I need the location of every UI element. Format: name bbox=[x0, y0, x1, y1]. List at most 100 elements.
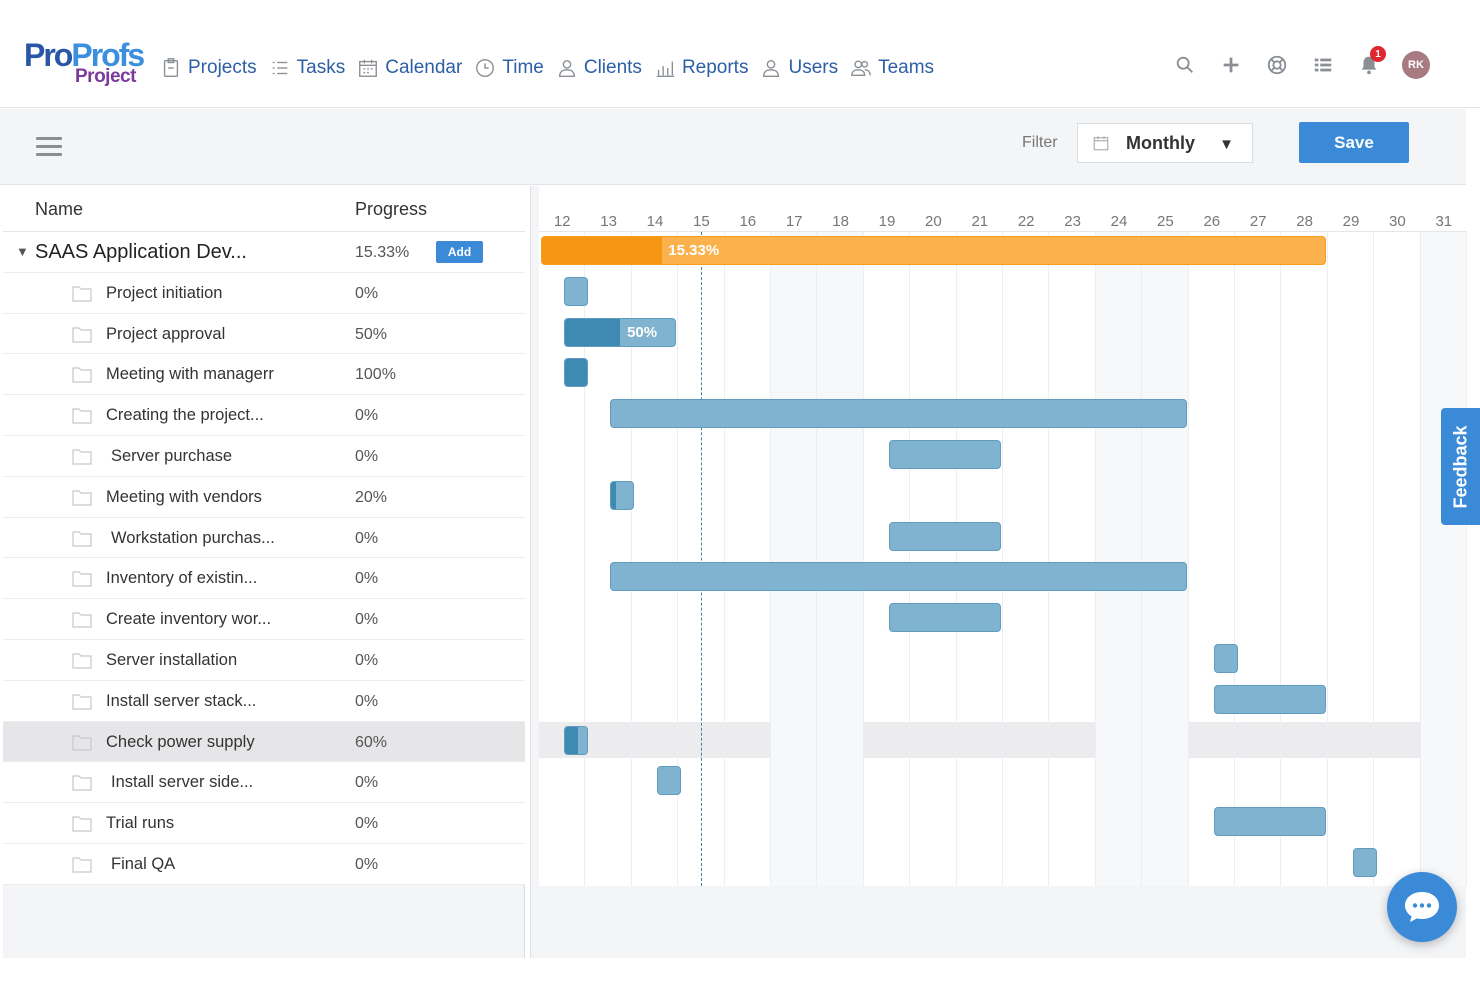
nav-time[interactable]: Time bbox=[474, 57, 544, 79]
nav-tasks[interactable]: Tasks bbox=[269, 57, 346, 79]
task-bar[interactable] bbox=[564, 358, 588, 388]
filter-label: Filter bbox=[1022, 134, 1058, 151]
folder-icon bbox=[72, 286, 92, 302]
task-progress: 0% bbox=[355, 651, 379, 669]
task-bar[interactable] bbox=[656, 766, 681, 796]
task-progress: 0% bbox=[355, 447, 379, 465]
task-row[interactable]: Project initiation 0% bbox=[3, 272, 525, 314]
timeline-body: 15.33% 50% bbox=[539, 232, 1467, 886]
folder-icon bbox=[72, 775, 92, 791]
save-button[interactable]: Save bbox=[1299, 122, 1409, 163]
chat-bubble-icon[interactable] bbox=[1387, 872, 1457, 942]
task-bar[interactable] bbox=[1352, 848, 1377, 877]
folder-icon bbox=[72, 530, 92, 547]
help-icon[interactable] bbox=[1262, 50, 1292, 80]
task-bar[interactable] bbox=[564, 276, 588, 306]
day-label: 27 bbox=[1249, 213, 1267, 230]
nav-users[interactable]: Users bbox=[760, 57, 838, 79]
day-column bbox=[1189, 232, 1235, 886]
task-progress: 0% bbox=[355, 692, 379, 710]
filter-dropdown[interactable]: Monthly ▼ bbox=[1077, 123, 1253, 163]
day-label: 14 bbox=[646, 213, 664, 230]
project-row[interactable]: ▼ SAAS Application Dev... 15.33% Add bbox=[3, 232, 525, 273]
plus-icon[interactable] bbox=[1216, 50, 1246, 80]
nav-calendar[interactable]: Calendar bbox=[357, 57, 462, 79]
task-row[interactable]: Create inventory wor... 0% bbox=[3, 599, 525, 640]
add-task-button[interactable]: Add bbox=[436, 241, 483, 263]
task-row[interactable]: Creating the project... 0% bbox=[3, 395, 525, 436]
task-bar[interactable] bbox=[888, 521, 1001, 551]
task-row[interactable]: Meeting with vendors 20% bbox=[3, 476, 525, 518]
task-bar[interactable] bbox=[888, 603, 1001, 633]
nav-clients[interactable]: Clients bbox=[556, 57, 642, 79]
day-column bbox=[1281, 232, 1328, 886]
list-icon bbox=[272, 61, 287, 75]
task-row[interactable]: Inventory of existin... 0% bbox=[3, 558, 525, 600]
task-bar[interactable] bbox=[610, 480, 635, 510]
day-label: 15 bbox=[693, 213, 710, 230]
folder-icon bbox=[72, 816, 92, 832]
task-row[interactable]: Meeting with managerr 100% bbox=[3, 354, 525, 396]
proprofs-project-logo[interactable]: ProProfs Project bbox=[24, 38, 146, 92]
collapse-caret-icon[interactable]: ▼ bbox=[16, 244, 29, 259]
task-bar[interactable] bbox=[610, 399, 1187, 429]
task-progress: 50% bbox=[355, 325, 388, 343]
nav-teams[interactable]: Teams bbox=[850, 57, 934, 79]
nav-projects[interactable]: Projects bbox=[160, 57, 257, 79]
day-label: 21 bbox=[971, 213, 989, 230]
task-bar[interactable] bbox=[1213, 644, 1238, 673]
nav-label: Clients bbox=[583, 57, 642, 78]
task-row[interactable]: Check power supply 60% bbox=[3, 721, 525, 763]
task-row[interactable]: Trial runs 0% bbox=[3, 803, 525, 844]
task-progress: 0% bbox=[355, 815, 379, 833]
hamburger-menu-icon[interactable] bbox=[36, 137, 62, 159]
column-header-progress[interactable]: Progress bbox=[355, 199, 428, 219]
day-label: 25 bbox=[1157, 213, 1174, 230]
day-label: 17 bbox=[785, 213, 803, 230]
day-label: 13 bbox=[600, 213, 617, 230]
bell-icon[interactable]: 1 bbox=[1354, 46, 1386, 80]
task-progress: 0% bbox=[355, 774, 379, 792]
task-progress: 0% bbox=[355, 407, 379, 425]
day-column bbox=[1374, 232, 1421, 886]
day-label: 30 bbox=[1389, 213, 1406, 230]
task-name: Final QA bbox=[111, 854, 176, 873]
task-bar[interactable] bbox=[1213, 807, 1326, 837]
nav-label: Tasks bbox=[296, 57, 346, 78]
task-row[interactable]: Workstation purchas... 0% bbox=[3, 517, 525, 559]
task-rows: ▼ SAAS Application Dev... 15.33% Add Project… bbox=[3, 232, 525, 885]
task-bar[interactable]: 50% bbox=[564, 317, 677, 347]
folder-icon bbox=[72, 326, 92, 343]
task-bar[interactable] bbox=[564, 725, 588, 755]
day-column bbox=[1420, 232, 1467, 886]
task-row[interactable]: Server installation 0% bbox=[3, 639, 525, 681]
task-row[interactable]: Install server side... 0% bbox=[3, 762, 525, 804]
task-row[interactable]: Install server stack... 0% bbox=[3, 680, 525, 722]
project-bar[interactable]: 15.33% bbox=[541, 236, 1326, 265]
logo-profs: Profs bbox=[71, 37, 145, 73]
search-icon[interactable] bbox=[1170, 50, 1200, 80]
day-column bbox=[539, 232, 586, 886]
task-row[interactable]: Final QA 0% bbox=[3, 843, 525, 885]
nav-label: Time bbox=[502, 57, 544, 78]
gantt-chart: 12 13 14 15 16 17 18 19 20 21 22 23 24 25 26 27 28 29 30 31… bbox=[530, 186, 1467, 958]
task-row[interactable]: Server purchase 0% bbox=[3, 435, 525, 477]
day-column bbox=[678, 232, 725, 886]
task-row[interactable]: Project approval 50% bbox=[3, 313, 525, 355]
grid-list-icon[interactable] bbox=[1308, 50, 1338, 80]
task-bar[interactable] bbox=[610, 562, 1187, 592]
column-header-name[interactable]: Name bbox=[35, 199, 84, 219]
task-bar[interactable] bbox=[888, 440, 1001, 469]
task-bar[interactable] bbox=[1213, 684, 1326, 714]
feedback-tab[interactable]: Feedback bbox=[1441, 408, 1480, 525]
nav-reports[interactable]: Reports bbox=[654, 57, 749, 79]
bar-progress-fill bbox=[542, 237, 662, 264]
day-column bbox=[1142, 232, 1189, 886]
nav-label: Reports bbox=[681, 57, 749, 78]
user-avatar[interactable]: RK bbox=[1402, 51, 1430, 79]
clipboard-icon bbox=[163, 58, 179, 77]
task-name: Meeting with managerr bbox=[106, 365, 274, 384]
day-column bbox=[1003, 232, 1050, 886]
task-name: Server installation bbox=[106, 650, 238, 669]
